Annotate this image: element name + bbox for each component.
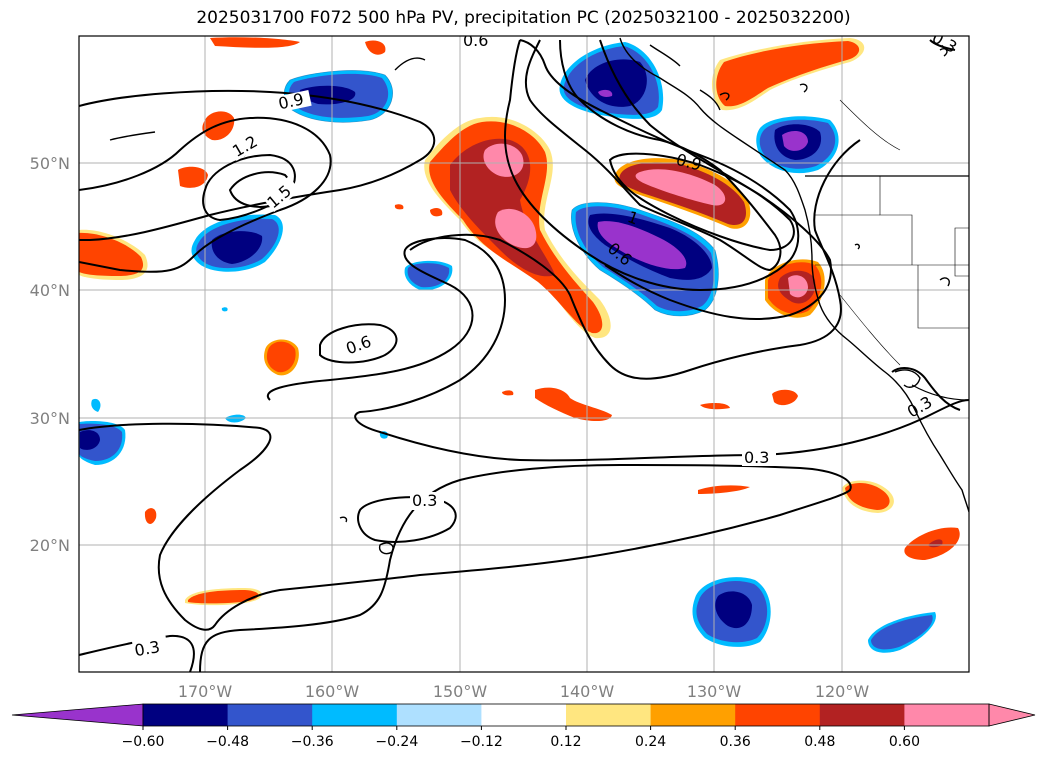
precip-positive-anomalies: [79, 37, 960, 606]
colorbar-extend-min: [11, 703, 144, 727]
lon-label: 160°W: [305, 682, 360, 701]
colorbar-segment: [566, 704, 652, 726]
lat-label: 20°N: [30, 536, 70, 555]
colorbar: −0.60 −0.48 −0.36 −0.24 −0.12 0.12 0.24 0.36 0.4…: [11, 703, 1036, 750]
lat-tick-labels: 50°N 40°N 30°N 20°N: [30, 154, 70, 555]
colorbar-segment: [227, 704, 313, 726]
precip-negative-anomalies: [79, 42, 936, 653]
colorbar-segment: [904, 704, 990, 726]
contour-label: 0.6: [463, 31, 488, 50]
map-panel: 0.6 0.9 1.2 1.5 0.9 1 0.6 0.6 0.3 0.3 0.…: [79, 31, 969, 672]
colorbar-tick-label: 0.60: [889, 734, 920, 750]
colorbar-extend-max: [988, 703, 1036, 727]
contour-label: 0.3: [133, 637, 161, 660]
coastlines: [109, 37, 969, 555]
graticule: [79, 36, 969, 672]
colorbar-segment: [819, 704, 905, 726]
colorbar-tick-label: −0.12: [460, 734, 503, 750]
contour-label: 0.3: [744, 448, 769, 467]
lat-label: 50°N: [30, 154, 70, 173]
colorbar-tick-label: 0.48: [804, 734, 835, 750]
colorbar-tick-label: −0.60: [122, 734, 165, 750]
colorbar-segment: [650, 704, 736, 726]
contour-label: 0.3: [412, 491, 437, 510]
contour-label: 0.9: [277, 89, 306, 113]
colorbar-tick-label: 0.36: [720, 734, 751, 750]
lon-label: 130°W: [687, 682, 742, 701]
map-frame: [78, 35, 970, 673]
lon-tick-labels: 170°W 160°W 150°W 140°W 130°W 120°W: [178, 682, 870, 701]
state-borders: [815, 99, 969, 366]
lat-label: 40°N: [30, 281, 70, 300]
colorbar-segment: [481, 704, 567, 726]
colorbar-segment: [312, 704, 398, 726]
map-title: 2025031700 F072 500 hPa PV, precipitatio…: [196, 8, 851, 28]
colorbar-tick-label: −0.48: [206, 734, 249, 750]
lon-label: 170°W: [178, 682, 233, 701]
lat-label: 30°N: [30, 409, 70, 428]
colorbar-segment: [735, 704, 821, 726]
colorbar-tick-label: 0.12: [550, 734, 581, 750]
lon-label: 150°W: [433, 682, 488, 701]
colorbar-segment: [143, 704, 229, 726]
lon-label: 140°W: [560, 682, 615, 701]
lon-label: 120°W: [815, 682, 870, 701]
colorbar-tick-label: −0.36: [291, 734, 334, 750]
colorbar-tick-label: −0.24: [375, 734, 418, 750]
colorbar-segment: [396, 704, 482, 726]
colorbar-tick-label: 0.24: [635, 734, 666, 750]
